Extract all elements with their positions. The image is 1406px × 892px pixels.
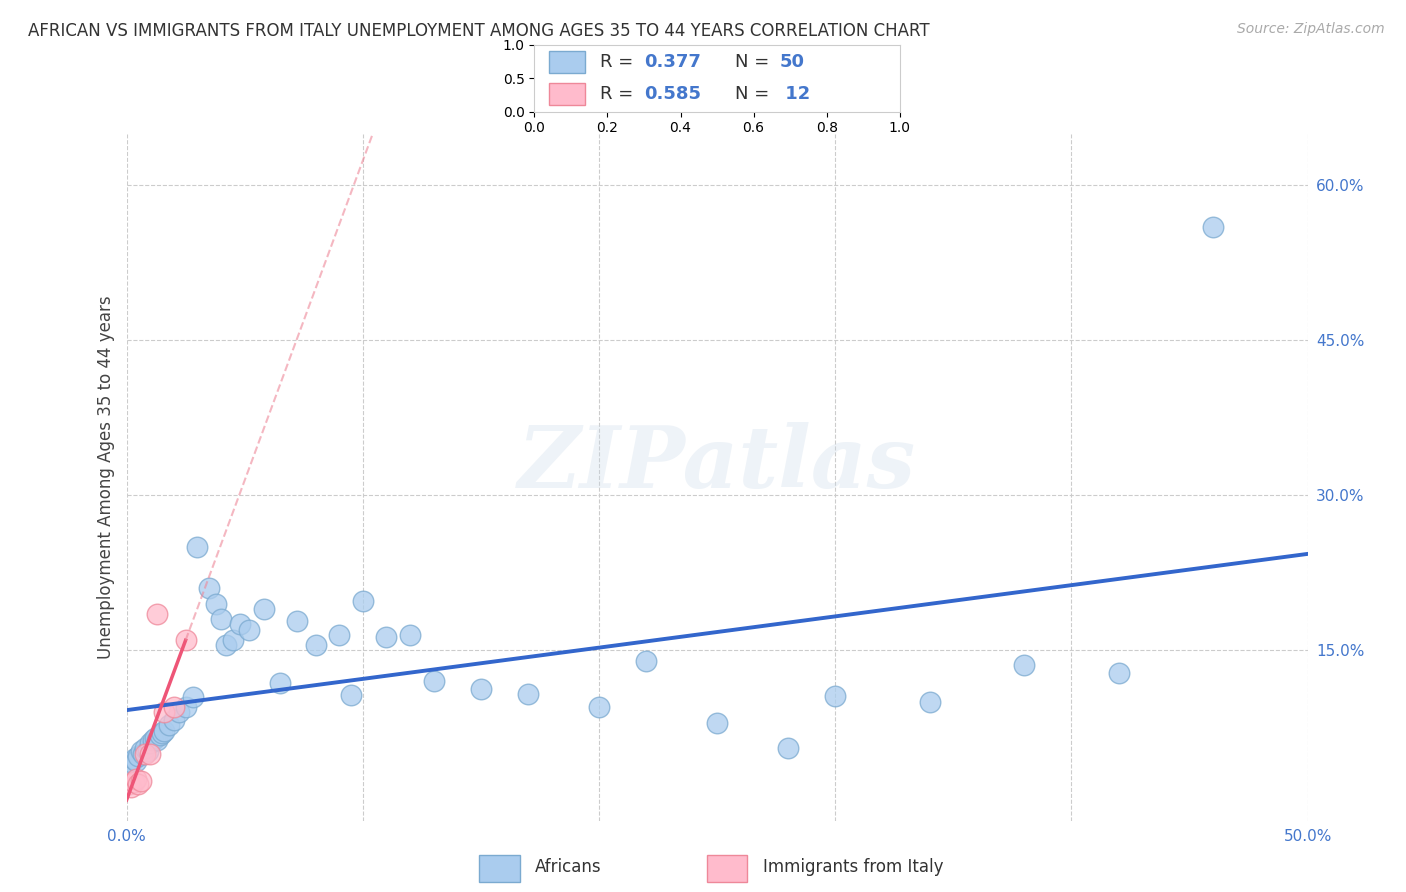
Point [139, 736, 162, 750]
Point [636, 654, 658, 668]
Point [150, 726, 173, 740]
FancyBboxPatch shape [548, 84, 585, 104]
Point [120, 780, 142, 794]
Point [167, 705, 190, 719]
Point [125, 754, 148, 768]
Text: N =: N = [735, 85, 775, 103]
Y-axis label: Unemployment Among Ages 35 to 44 years: Unemployment Among Ages 35 to 44 years [97, 295, 115, 659]
Point [375, 630, 398, 644]
Point [1108, 665, 1130, 680]
Text: 12: 12 [779, 85, 810, 103]
Point [470, 682, 492, 697]
Point [157, 717, 180, 731]
Point [198, 581, 221, 595]
Point [149, 728, 172, 742]
Point [776, 741, 799, 756]
Point [143, 731, 166, 745]
Text: ZIPatlas: ZIPatlas [517, 422, 917, 505]
Point [132, 747, 155, 761]
Text: R =: R = [600, 53, 640, 71]
Point [269, 676, 291, 690]
Point [238, 623, 260, 637]
Point [134, 747, 156, 761]
Point [153, 723, 176, 738]
Point [229, 617, 252, 632]
Text: Source: ZipAtlas.com: Source: ZipAtlas.com [1237, 22, 1385, 37]
Point [139, 747, 162, 761]
Point [205, 597, 228, 611]
Text: 0.585: 0.585 [644, 85, 702, 103]
Point [422, 674, 444, 689]
Point [125, 772, 148, 787]
Point [918, 695, 941, 709]
Point [127, 777, 149, 791]
Point [174, 632, 197, 647]
Point [129, 774, 152, 789]
Point [118, 756, 141, 771]
Point [153, 705, 176, 719]
Point [706, 715, 728, 730]
Point [122, 752, 145, 766]
Text: R =: R = [600, 85, 640, 103]
Point [328, 628, 350, 642]
Text: 0.377: 0.377 [644, 53, 700, 71]
Text: 50: 50 [779, 53, 804, 71]
Point [146, 607, 169, 621]
Point [163, 714, 186, 728]
FancyBboxPatch shape [479, 855, 520, 881]
Text: AFRICAN VS IMMIGRANTS FROM ITALY UNEMPLOYMENT AMONG AGES 35 TO 44 YEARS CORRELAT: AFRICAN VS IMMIGRANTS FROM ITALY UNEMPLO… [28, 22, 929, 40]
Point [118, 777, 141, 791]
Point [215, 638, 238, 652]
Point [399, 628, 422, 642]
Point [517, 687, 540, 701]
Point [146, 733, 169, 747]
Point [1202, 219, 1225, 234]
Point [352, 593, 374, 607]
Point [340, 688, 363, 702]
Text: Immigrants from Italy: Immigrants from Italy [762, 858, 943, 877]
Point [252, 602, 274, 616]
Point [134, 741, 156, 756]
FancyBboxPatch shape [548, 52, 585, 73]
Point [181, 690, 204, 704]
Point [222, 632, 245, 647]
Point [174, 700, 197, 714]
Point [824, 689, 846, 703]
Point [122, 775, 145, 789]
Point [1012, 657, 1035, 672]
Text: Africans: Africans [534, 858, 602, 877]
Point [186, 540, 208, 554]
Point [588, 700, 610, 714]
Point [120, 755, 142, 769]
Point [136, 744, 159, 758]
Point [129, 744, 152, 758]
Point [304, 638, 326, 652]
Point [127, 748, 149, 763]
Point [141, 733, 163, 747]
FancyBboxPatch shape [707, 855, 748, 881]
Point [163, 700, 186, 714]
Point [285, 615, 308, 629]
Point [209, 612, 232, 626]
Text: N =: N = [735, 53, 775, 71]
